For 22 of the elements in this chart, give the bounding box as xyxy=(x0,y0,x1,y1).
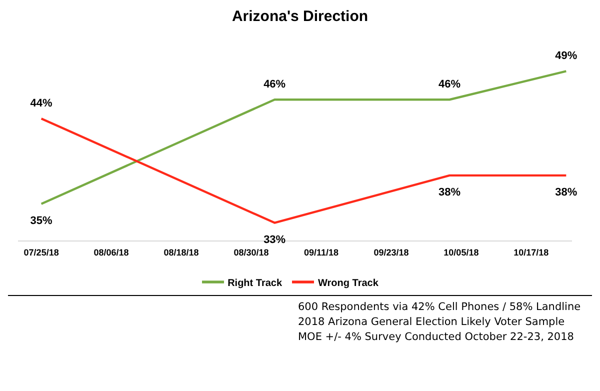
x-tick-label: 09/23/18 xyxy=(374,247,409,258)
text: 2018 Arizona General Election Likely Voter Sample xyxy=(298,315,566,330)
data-label: 38% xyxy=(555,186,578,198)
data-label: 49% xyxy=(555,50,578,62)
data-label: 44% xyxy=(30,98,53,110)
x-tick-label: 08/18/18 xyxy=(164,247,199,258)
data-label: 46% xyxy=(264,78,286,91)
legend-label: Wrong Track xyxy=(318,278,378,290)
data-label: 38% xyxy=(438,186,461,198)
data-label: 46% xyxy=(438,78,461,91)
text: MOE +/- 4% Survey Conducted October 22-23, 2018 xyxy=(298,330,575,345)
x-tick-label: 10/17/18 xyxy=(514,247,549,258)
x-tick-label: 09/11/18 xyxy=(304,247,339,258)
chart-title: Arizona's Direction xyxy=(230,8,370,25)
x-tick-label: 08/30/18 xyxy=(234,247,269,258)
data-label: 33% xyxy=(264,234,286,246)
x-tick-label: 10/05/18 xyxy=(444,247,479,258)
x-tick-label: 07/25/18 xyxy=(24,247,59,258)
text: 600 Respondents via 42% Cell Phones / 58% Landline xyxy=(298,300,582,315)
data-label: 35% xyxy=(30,214,53,227)
x-tick-label: 08/06/18 xyxy=(94,247,129,258)
legend-label: Right Track xyxy=(228,278,282,290)
